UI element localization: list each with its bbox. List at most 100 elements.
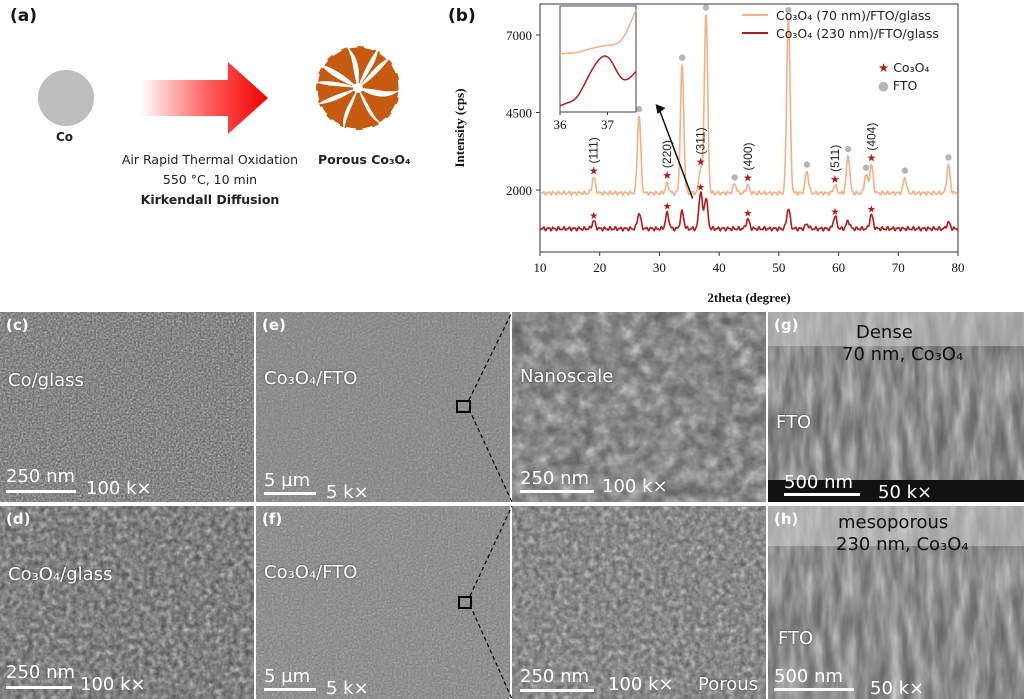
panel-g-caption3: FTO [776,412,812,433]
x-tick-label: 50 [772,260,785,275]
sem-panel-e: (e) Co₃O₄/FTO 5 µm 5 k× [256,312,510,502]
panel-g-mag: 50 k× [878,482,933,502]
panel-d-scale-bar [6,686,72,689]
panel-f-mag: 5 k× [326,678,369,699]
panel-c-caption: Co/glass [8,370,84,391]
panel-g-label: (g) [774,316,799,334]
sem-panel-d: (d) Co₃O₄/glass 250 nm 100 k× [0,506,254,699]
hkl-label: (511) [828,145,842,172]
schematic-svg [38,44,402,134]
panel-f-caption: Co₃O₄/FTO [264,562,358,583]
co3o4-star-marker-bottom: ★ [696,183,705,194]
inset-pointer-arrow [658,109,694,199]
sem-texture [0,506,254,699]
process-line2: 550 °C, 10 min [162,172,258,187]
panel-g-caption: Dense [856,322,913,343]
fto-marker [785,6,792,14]
arrow-head-icon [655,104,666,114]
x-tick-label: 60 [832,260,845,275]
panel-h-mag: 50 k× [870,678,925,699]
plot-frame [539,3,959,253]
x-axis-label: 2theta (degree) [707,290,790,305]
sem-panel-f-zoom: 250 nm 100 k× Porous [512,506,766,699]
fto-marker [731,174,738,181]
panel-g-scale-text: 500 nm [784,472,854,493]
xrd-series [539,14,959,232]
co3o4-star-marker: ★ [589,165,599,178]
fto-marker [844,145,852,153]
xrd-inset: 36 37 [554,5,694,199]
panel-g-caption2: 70 nm, Co₃O₄ [842,344,964,365]
zoom-box-e [456,400,471,413]
sem-texture [256,312,510,502]
panel-h-caption: mesoporous [838,512,949,533]
fto-marker [901,167,909,174]
hkl-label: (311) [694,127,708,154]
panel-f-zoom-caption: Porous [698,674,759,695]
series-line-1 [539,190,959,232]
marker-legend-fto: FTO [892,78,918,93]
legend-line-230nm [742,32,768,34]
panel-c-label: (c) [6,316,29,334]
sem-panel-g: (g) Dense 70 nm, Co₃O₄ FTO 500 nm 50 k× [768,312,1024,502]
dot-icon: ● [878,78,889,93]
panel-e-scale-text: 5 µm [264,470,311,491]
x-tick-label: 70 [892,260,905,275]
sem-panel-e-zoom: Nanoscale 250 nm 100 k× [512,312,766,502]
panel-f-zoom-mag: 100 k× [608,674,674,695]
panel-d-caption: Co₃O₄/glass [8,564,113,585]
panel-b-label: (b) [448,6,476,26]
fto-marker [945,154,952,161]
hkl-label: (111) [587,137,601,163]
inset-frame [559,5,637,113]
co3o4-star-marker: ★ [866,152,876,165]
sem-panel-h: (h) mesoporous 230 nm, Co₃O₄ FTO 500 nm … [768,506,1024,699]
panel-e-mag: 5 k× [326,482,369,502]
panel-f-scale-text: 5 µm [264,666,311,687]
panel-f-zoom-scale-bar [520,689,594,692]
marker-legend: ★ Co₃O₄ ● FTO [878,60,929,96]
panel-a-label: (a) [10,6,38,26]
sem-texture [256,506,510,699]
panel-h-scale-text: 500 nm [774,666,844,687]
fto-marker [803,161,811,168]
process-line3: Kirkendall Diffusion [140,192,280,207]
inset-x-tick-label: 37 [601,117,615,132]
x-tick-label: 20 [593,260,606,275]
hkl-label: (404) [864,123,878,151]
y-tick-label: 7000 [506,28,532,43]
sem-panel-f: (f) Co₃O₄/FTO 5 µm 5 k× [256,506,510,699]
process-line1: Air Rapid Thermal Oxidation [121,152,299,167]
co3o4-star-marker-bottom: ★ [867,204,876,215]
inset-series-0 [560,9,637,55]
co3o4-star-marker-bottom: ★ [831,207,840,218]
panel-c-mag: 100 k× [86,478,152,499]
zoom-box-f [458,596,472,609]
panel-e-zoom-scale-bar [520,490,594,493]
panel-d-label: (d) [6,510,31,528]
x-tick-label: 10 [534,260,547,275]
legend-line-70nm [742,14,768,16]
star-icon: ★ [878,60,890,75]
panel-e-scale-bar [264,492,316,495]
panel-e-zoom-scale-text: 250 nm [520,468,590,489]
xrd-chart: 10 20 30 40 50 60 70 80 2000 4500 7000 2theta (degr… [452,3,965,305]
sem-texture [768,312,1024,502]
hkl-label: (220) [660,140,674,168]
fto-marker [635,105,643,113]
co3o4-star-marker: ★ [830,173,840,186]
porous-co3o4-particle [314,44,402,132]
co3o4-star-marker: ★ [696,155,706,168]
co3o4-star-marker-bottom: ★ [589,211,598,222]
xrd-legend: Co₃O₄ (70 nm)/FTO/glass Co₃O₄ (230 nm)/F… [742,6,939,42]
panel-h-scale-bar [774,688,854,691]
panel-e-zoom-mag: 100 k× [602,476,668,497]
marker-legend-co3o4: Co₃O₄ [893,60,930,75]
panel-f-label: (f) [262,510,283,528]
inset-series-1 [559,55,637,107]
panel-d-mag: 100 k× [80,674,146,695]
y-tick-label: 2000 [506,183,532,198]
y-axis-label: Intensity (cps) [452,88,467,167]
co-label: Co [56,130,74,144]
fto-marker [862,164,870,171]
